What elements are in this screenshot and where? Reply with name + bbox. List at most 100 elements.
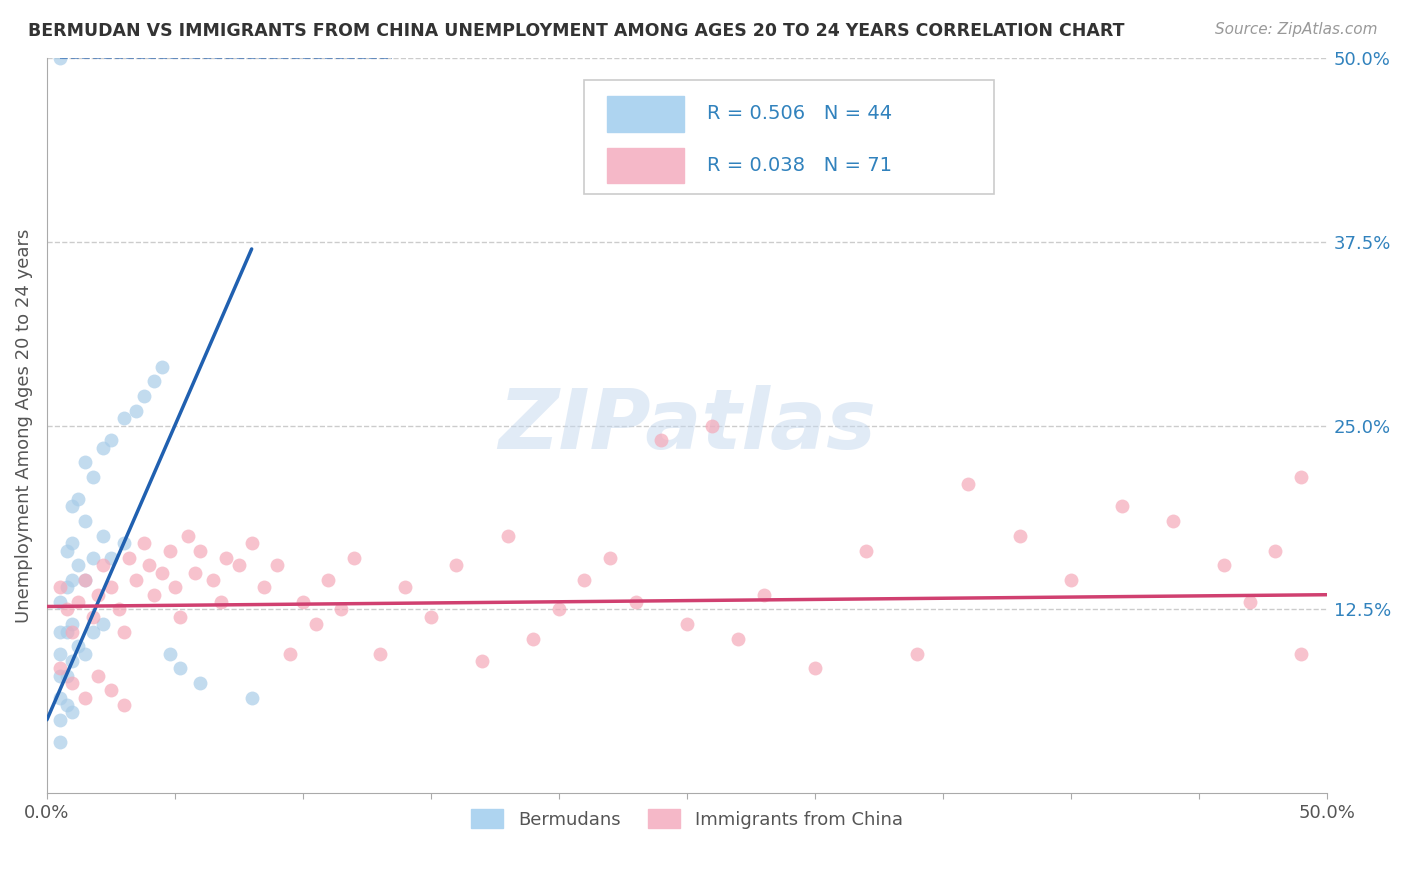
Point — [1213, 558, 1236, 573]
Point — [75, 573, 97, 587]
Point — [75, 647, 97, 661]
Point — [48, 647, 70, 661]
FancyBboxPatch shape — [585, 79, 994, 194]
Point — [62, 536, 84, 550]
Point — [190, 543, 212, 558]
FancyBboxPatch shape — [607, 147, 685, 183]
Point — [496, 529, 519, 543]
Point — [240, 690, 263, 705]
Point — [278, 647, 301, 661]
Point — [855, 543, 877, 558]
Point — [624, 595, 647, 609]
Point — [471, 654, 494, 668]
Point — [82, 609, 104, 624]
Point — [91, 441, 114, 455]
Point — [134, 389, 156, 403]
Point — [48, 624, 70, 639]
Point — [48, 51, 70, 65]
Text: BERMUDAN VS IMMIGRANTS FROM CHINA UNEMPLOYMENT AMONG AGES 20 TO 24 YEARS CORRELA: BERMUDAN VS IMMIGRANTS FROM CHINA UNEMPL… — [28, 22, 1125, 40]
Point — [48, 735, 70, 749]
Point — [56, 543, 79, 558]
Point — [56, 602, 79, 616]
Point — [66, 558, 89, 573]
FancyBboxPatch shape — [607, 96, 685, 132]
Point — [82, 550, 104, 565]
Point — [48, 661, 70, 675]
Point — [752, 588, 775, 602]
Point — [112, 624, 135, 639]
Text: R = 0.506   N = 44: R = 0.506 N = 44 — [707, 104, 893, 123]
Point — [1289, 647, 1312, 661]
Point — [82, 624, 104, 639]
Point — [574, 573, 596, 587]
Legend: Bermudans, Immigrants from China: Bermudans, Immigrants from China — [464, 802, 910, 836]
Point — [240, 536, 263, 550]
Point — [143, 375, 166, 389]
Point — [62, 500, 84, 514]
Point — [163, 580, 186, 594]
Point — [48, 668, 70, 682]
Point — [107, 602, 129, 616]
Point — [169, 661, 191, 675]
Point — [215, 550, 238, 565]
Point — [62, 573, 84, 587]
Point — [66, 492, 89, 507]
Point — [675, 617, 697, 632]
Point — [803, 661, 825, 675]
Point — [957, 477, 980, 491]
Point — [143, 588, 166, 602]
Point — [209, 595, 232, 609]
Point — [100, 683, 122, 698]
Point — [202, 573, 225, 587]
Point — [87, 588, 110, 602]
Point — [62, 676, 84, 690]
Point — [905, 647, 928, 661]
Text: R = 0.038   N = 71: R = 0.038 N = 71 — [707, 156, 893, 175]
Point — [87, 668, 110, 682]
Point — [62, 654, 84, 668]
Point — [134, 536, 156, 550]
Point — [66, 639, 89, 653]
Point — [150, 566, 173, 580]
Point — [62, 706, 84, 720]
Point — [100, 434, 122, 448]
Point — [727, 632, 749, 646]
Point — [91, 558, 114, 573]
Point — [118, 550, 141, 565]
Point — [446, 558, 468, 573]
Point — [75, 514, 97, 528]
Point — [125, 404, 148, 418]
Point — [159, 543, 181, 558]
Point — [1289, 470, 1312, 484]
Point — [266, 558, 288, 573]
Point — [1239, 595, 1261, 609]
Point — [547, 602, 569, 616]
Point — [176, 529, 198, 543]
Point — [650, 434, 672, 448]
Point — [75, 573, 97, 587]
Point — [48, 690, 70, 705]
Point — [1161, 514, 1184, 528]
Point — [48, 713, 70, 727]
Point — [75, 690, 97, 705]
Point — [62, 617, 84, 632]
Point — [190, 676, 212, 690]
Point — [291, 595, 314, 609]
Point — [150, 359, 173, 374]
Text: ZIPatlas: ZIPatlas — [498, 385, 876, 466]
Point — [304, 617, 326, 632]
Point — [228, 558, 250, 573]
Point — [66, 595, 89, 609]
Point — [1264, 543, 1286, 558]
Point — [56, 624, 79, 639]
Point — [702, 418, 724, 433]
Point — [56, 580, 79, 594]
Point — [48, 595, 70, 609]
Point — [343, 550, 366, 565]
Point — [112, 411, 135, 425]
Point — [394, 580, 416, 594]
Text: Source: ZipAtlas.com: Source: ZipAtlas.com — [1215, 22, 1378, 37]
Point — [100, 550, 122, 565]
Point — [1008, 529, 1031, 543]
Point — [1060, 573, 1083, 587]
